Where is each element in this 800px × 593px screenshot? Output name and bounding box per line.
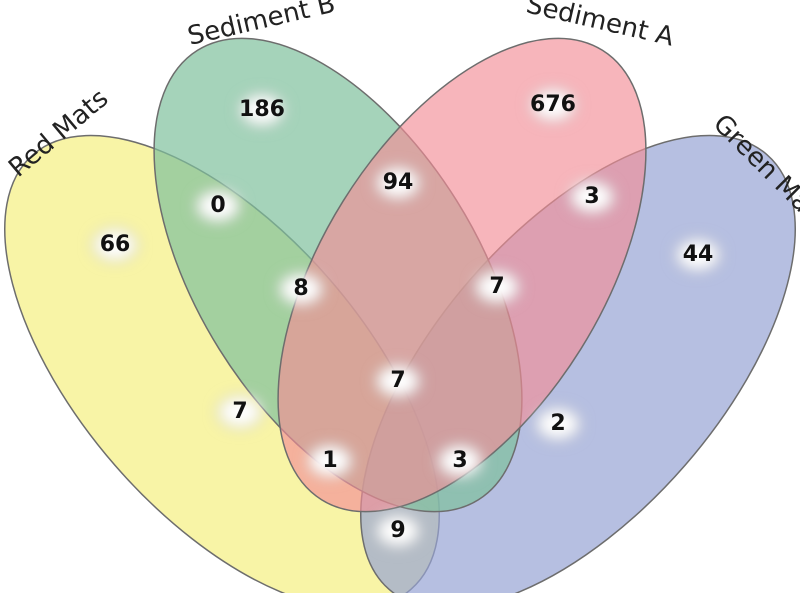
region-count: 7 <box>232 399 247 424</box>
region-count: 44 <box>683 242 714 267</box>
region-count: 0 <box>210 193 225 218</box>
count-halo <box>675 238 721 272</box>
count-halo <box>437 444 483 478</box>
count-halo <box>474 270 520 304</box>
count-halo <box>530 88 576 122</box>
region-count: 2 <box>550 411 565 436</box>
count-halo <box>375 364 421 398</box>
count-halo <box>375 166 421 200</box>
region-count: 676 <box>530 92 576 117</box>
region-count: 66 <box>100 232 131 257</box>
region-count: 7 <box>489 274 504 299</box>
region-count: 94 <box>383 170 414 195</box>
count-halo <box>375 514 421 548</box>
region-count: 1 <box>322 448 337 473</box>
region-count: 3 <box>584 184 599 209</box>
region-count: 7 <box>390 368 405 393</box>
count-halo <box>195 189 241 223</box>
region-count: 8 <box>293 276 308 301</box>
count-halo <box>278 272 324 306</box>
count-halo <box>535 407 581 441</box>
count-halo <box>307 444 353 478</box>
count-halo <box>217 395 263 429</box>
count-halo <box>569 180 615 214</box>
set-ellipse <box>277 37 647 513</box>
region-counts: 186 676 66 0 94 3 44 8 7 7 7 2 1 3 9 <box>92 88 721 548</box>
count-halo <box>239 93 285 127</box>
count-halo <box>92 228 138 262</box>
region-count: 9 <box>390 518 405 543</box>
region-count: 186 <box>239 97 285 122</box>
region-count: 3 <box>452 448 467 473</box>
